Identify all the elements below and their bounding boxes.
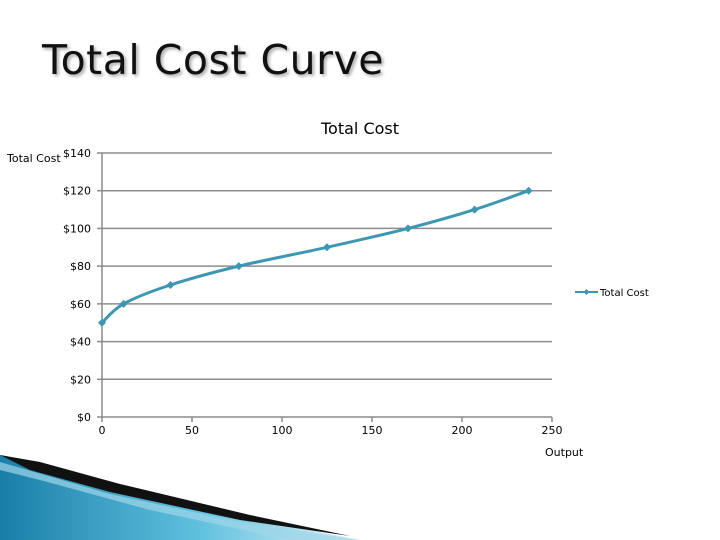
y-tick-label: $0: [77, 411, 91, 424]
x-tick-label: 200: [452, 424, 473, 437]
y-tick-label: $40: [70, 336, 91, 349]
legend: Total Cost: [575, 288, 649, 299]
x-tick-label: 0: [99, 424, 106, 437]
x-tick-label: 100: [272, 424, 293, 437]
y-axis-label: Total Cost: [6, 152, 61, 165]
axes: [101, 153, 552, 418]
y-tick-label: $100: [63, 222, 91, 235]
legend-label: Total Cost: [599, 288, 649, 299]
data-point: [470, 205, 479, 214]
data-point: [98, 318, 106, 327]
grid-lines: [102, 152, 552, 381]
y-tick-label: $140: [63, 147, 91, 160]
y-tick-label: $80: [70, 260, 91, 273]
x-axis-label: Output: [545, 446, 584, 459]
data-point: [166, 281, 175, 289]
data-point: [119, 299, 128, 308]
y-tick-label: $20: [70, 373, 91, 386]
y-tick-label: $120: [63, 185, 91, 198]
y-tick-labels: $0 $20 $40 $60 $80 $100 $120 $140: [63, 147, 102, 424]
data-point: [323, 243, 331, 252]
chart-title: Total Cost: [320, 119, 399, 138]
x-tick-labels: 0 50 100 150 200 250: [99, 417, 563, 437]
x-tick-label: 150: [362, 424, 383, 437]
data-point: [524, 186, 533, 195]
slide-title: Total Cost Curve: [42, 36, 384, 84]
y-tick-label: $60: [70, 298, 91, 311]
series-group: [98, 186, 533, 327]
x-tick-label: 250: [542, 424, 563, 437]
legend-marker: [583, 289, 590, 295]
x-tick-label: 50: [185, 424, 199, 437]
data-point: [404, 224, 412, 233]
decorative-swoosh: [0, 455, 360, 540]
series-line: [100, 189, 530, 324]
data-point: [234, 262, 243, 271]
